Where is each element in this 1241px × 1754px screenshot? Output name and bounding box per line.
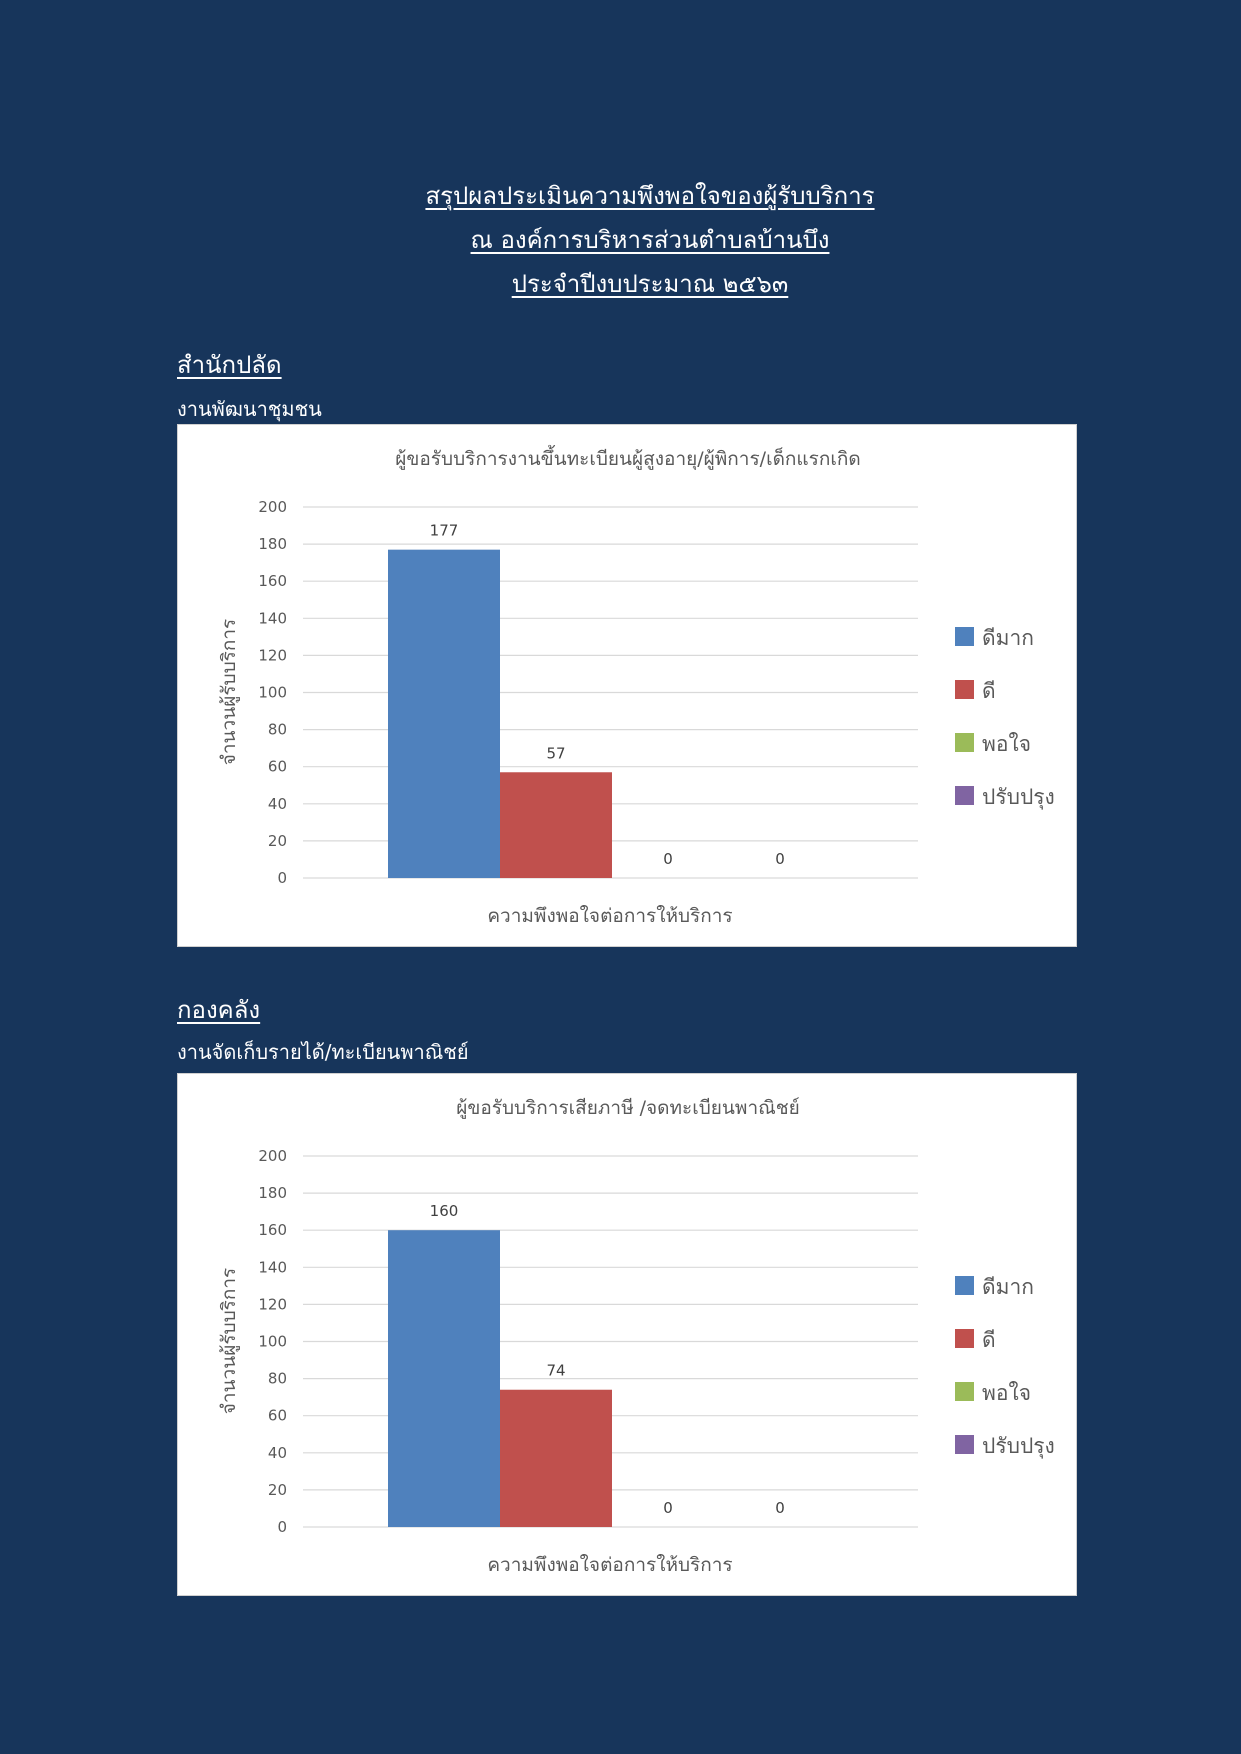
y-tick-label: 40 [268, 1444, 287, 1462]
y-tick-label: 60 [268, 1407, 287, 1425]
report-title-block: สรุปผลประเมินความพึงพอใจของผู้รับบริการ … [0, 174, 1241, 306]
y-tick-label: 180 [258, 535, 287, 553]
data-label: 177 [430, 522, 459, 540]
y-tick-label: 0 [277, 869, 287, 887]
legend-label: ดี [982, 679, 996, 703]
bar-chart-2: ผู้ขอรับบริการเสียภาษี /จดทะเบียนพาณิชย์… [218, 1097, 1055, 1576]
chart-panel-2: ผู้ขอรับบริการเสียภาษี /จดทะเบียนพาณิชย์… [177, 1073, 1077, 1596]
legend-label: ดีมาก [982, 626, 1034, 650]
legend-label: ดีมาก [982, 1275, 1034, 1299]
x-axis-title: ความพึงพอใจต่อการให้บริการ [487, 1554, 732, 1576]
y-tick-label: 20 [268, 1481, 287, 1499]
y-tick-label: 140 [258, 609, 287, 627]
y-tick-label: 100 [258, 684, 287, 702]
y-tick-label: 120 [258, 1295, 287, 1313]
data-label: 0 [775, 1499, 785, 1517]
y-tick-label: 200 [258, 498, 287, 516]
legend-label: พอใจ [982, 1381, 1031, 1405]
y-tick-label: 200 [258, 1147, 287, 1165]
y-tick-label: 80 [268, 1370, 287, 1388]
section-subheading-2: งานจัดเก็บรายได้/ทะเบียนพาณิชย์ [177, 1040, 469, 1064]
chart-title: ผู้ขอรับบริการเสียภาษี /จดทะเบียนพาณิชย์ [456, 1097, 800, 1119]
y-axis-title: จำนวนผู้รับบริการ [218, 619, 240, 766]
data-label: 0 [663, 850, 673, 868]
y-tick-label: 120 [258, 646, 287, 664]
report-title-line-1: สรุปผลประเมินความพึงพอใจของผู้รับบริการ [425, 182, 875, 210]
y-tick-label: 140 [258, 1258, 287, 1276]
legend-label: ดี [982, 1328, 996, 1352]
y-tick-label: 160 [258, 572, 287, 590]
data-label: 0 [775, 850, 785, 868]
y-tick-label: 160 [258, 1221, 287, 1239]
section-heading-1: สำนักปลัด [177, 351, 282, 379]
legend-swatch-2 [955, 1329, 974, 1348]
y-tick-label: 40 [268, 795, 287, 813]
report-title-line-2: ณ องค์การบริหารส่วนตำบลบ้านบึง [470, 226, 830, 254]
chart-panel-1: ผู้ขอรับบริการงานขึ้นทะเบียนผู้สูงอายุ/ผ… [177, 424, 1077, 947]
chart-title: ผู้ขอรับบริการงานขึ้นทะเบียนผู้สูงอายุ/ผ… [395, 445, 860, 471]
y-axis-title: จำนวนผู้รับบริการ [218, 1268, 240, 1415]
bar-2 [500, 1389, 612, 1527]
legend-swatch-2 [955, 680, 974, 699]
bar-2 [500, 772, 612, 878]
data-label: 0 [663, 1499, 673, 1517]
legend-swatch-4 [955, 786, 974, 805]
y-tick-label: 80 [268, 721, 287, 739]
report-title-line-3: ประจำปีงบประมาณ ๒๕๖๓ [511, 270, 789, 298]
bar-1 [388, 1230, 500, 1527]
x-axis-title: ความพึงพอใจต่อการให้บริการ [487, 905, 732, 927]
legend-swatch-1 [955, 1276, 974, 1295]
y-tick-label: 20 [268, 832, 287, 850]
legend-swatch-1 [955, 627, 974, 646]
legend-label: พอใจ [982, 732, 1031, 756]
legend-swatch-3 [955, 1382, 974, 1401]
data-label: 57 [546, 744, 565, 762]
section-subheading-1: งานพัฒนาชุมชน [177, 397, 322, 421]
y-tick-label: 0 [277, 1518, 287, 1536]
section-heading-2: กองคลัง [177, 996, 261, 1024]
legend-swatch-4 [955, 1435, 974, 1454]
bar-1 [388, 549, 500, 878]
y-tick-label: 180 [258, 1184, 287, 1202]
legend-swatch-3 [955, 733, 974, 752]
y-tick-label: 60 [268, 758, 287, 776]
legend-label: ปรับปรุง [982, 1434, 1055, 1459]
y-tick-label: 100 [258, 1333, 287, 1351]
data-label: 160 [430, 1202, 459, 1220]
data-label: 74 [546, 1362, 565, 1380]
bar-chart-1: ผู้ขอรับบริการงานขึ้นทะเบียนผู้สูงอายุ/ผ… [218, 445, 1055, 927]
legend-label: ปรับปรุง [982, 785, 1055, 810]
